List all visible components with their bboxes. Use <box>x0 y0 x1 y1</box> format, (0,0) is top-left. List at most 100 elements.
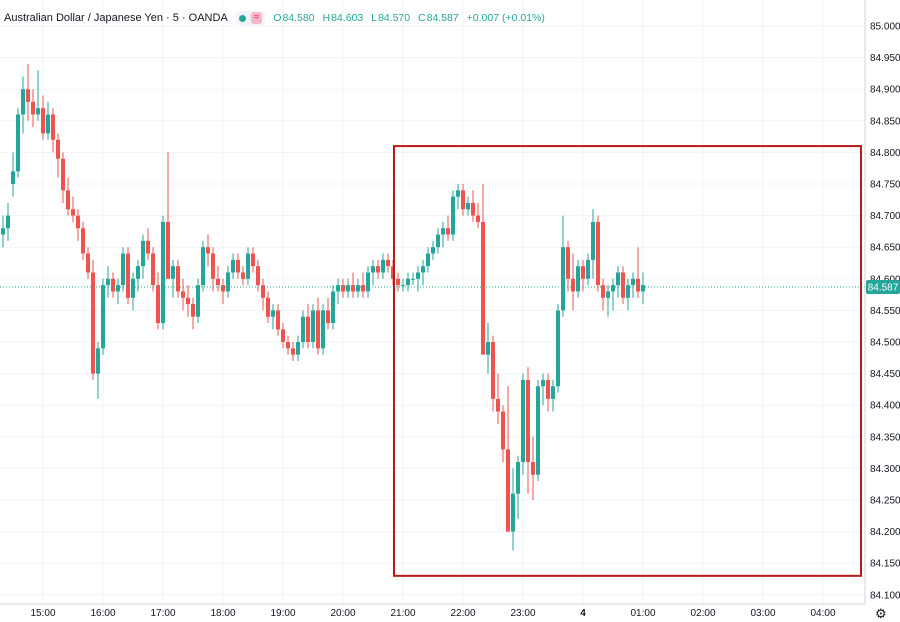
candle-body <box>411 278 415 280</box>
candle <box>66 177 70 216</box>
price-axis[interactable]: 85.000 84.950 84.900 84.850 84.800 84.750 84.7… <box>870 22 900 602</box>
candle <box>376 259 380 279</box>
candle <box>31 89 35 128</box>
candle <box>581 259 585 292</box>
candle-body <box>256 266 260 286</box>
candle-body <box>581 266 585 279</box>
candle <box>121 247 125 292</box>
candle <box>426 247 430 273</box>
candle-body <box>516 462 520 494</box>
candle-body <box>601 285 605 298</box>
candle <box>226 266 230 298</box>
candle <box>116 278 120 305</box>
candle <box>561 215 565 317</box>
price-tick-label: 84.450 <box>870 369 900 380</box>
candle <box>546 373 550 412</box>
candle <box>256 259 260 292</box>
candle-body <box>41 108 45 134</box>
candle <box>61 152 65 203</box>
candle-body <box>346 285 350 292</box>
price-tick-label: 85.000 <box>870 22 900 33</box>
candle-body <box>541 379 545 387</box>
candle <box>336 278 340 305</box>
candle <box>381 253 385 279</box>
candle-body <box>156 285 160 324</box>
candle <box>156 272 160 330</box>
candle <box>551 379 555 412</box>
candle <box>111 272 115 298</box>
candle-body <box>396 278 400 286</box>
candle <box>616 266 620 298</box>
candle-body <box>1 228 5 235</box>
candle <box>1 215 5 248</box>
candle <box>416 266 420 292</box>
candle-body <box>111 278 115 292</box>
candle-body <box>266 297 270 317</box>
candle <box>56 133 60 178</box>
candle <box>186 285 190 317</box>
candle-body <box>436 234 440 248</box>
candle-body <box>341 285 345 292</box>
candle-body <box>336 285 340 292</box>
candle <box>611 278 615 311</box>
candle-body <box>191 304 195 317</box>
candle-body <box>571 278 575 292</box>
candle <box>306 304 310 349</box>
candle-body <box>271 310 275 317</box>
candle-body <box>556 310 560 387</box>
status-pill[interactable]: ≈ <box>235 11 266 25</box>
candle <box>386 253 390 273</box>
candle <box>411 272 415 286</box>
candle <box>456 184 460 210</box>
time-axis[interactable]: 15:00 16:00 17:00 18:00 19:00 20:00 21:00 22:00… <box>30 608 835 619</box>
time-tick-label: 04:00 <box>810 608 835 619</box>
candle-body <box>101 285 105 349</box>
candle <box>171 259 175 298</box>
last-price-label: 84.587 <box>868 283 899 294</box>
open-label: O <box>273 12 282 24</box>
candle <box>166 152 170 279</box>
candle <box>146 228 150 260</box>
price-tick-label: 84.350 <box>870 432 900 443</box>
open-value: 84.580 <box>282 12 315 24</box>
candle-body <box>591 221 595 260</box>
candle <box>571 253 575 311</box>
candle-body <box>171 266 175 279</box>
wave-icon: ≈ <box>250 12 263 24</box>
time-tick-label: 02:00 <box>690 608 715 619</box>
candle-body <box>21 89 25 115</box>
candle-body <box>186 297 190 305</box>
candle-body <box>11 171 15 184</box>
candle-body <box>641 285 645 292</box>
candles <box>1 63 645 551</box>
candle-body <box>141 240 145 267</box>
candle <box>206 234 210 267</box>
candle <box>566 240 570 292</box>
gear-icon[interactable]: ⚙ <box>875 606 887 621</box>
candle <box>91 259 95 380</box>
candle <box>506 386 510 532</box>
candle-body <box>586 259 590 279</box>
candle-body <box>146 240 150 254</box>
candle-body <box>61 158 65 191</box>
candle <box>41 95 45 140</box>
candle-body <box>561 247 565 311</box>
symbol-title[interactable]: Australian Dollar / Japanese Yen · 5 · O… <box>4 12 228 24</box>
candle-body <box>281 329 285 342</box>
candle <box>11 152 15 197</box>
candle <box>441 221 445 248</box>
candle <box>136 259 140 292</box>
candle-body <box>36 108 40 115</box>
candle-body <box>151 253 155 286</box>
candle-body <box>6 215 10 229</box>
candle <box>201 240 205 292</box>
candle <box>266 291 270 324</box>
candle <box>481 184 485 355</box>
candle <box>211 247 215 292</box>
close-label: C <box>418 12 426 24</box>
candle-body <box>291 348 295 355</box>
candle <box>466 196 470 216</box>
candle <box>36 70 40 121</box>
price-tick-label: 84.950 <box>870 53 900 64</box>
